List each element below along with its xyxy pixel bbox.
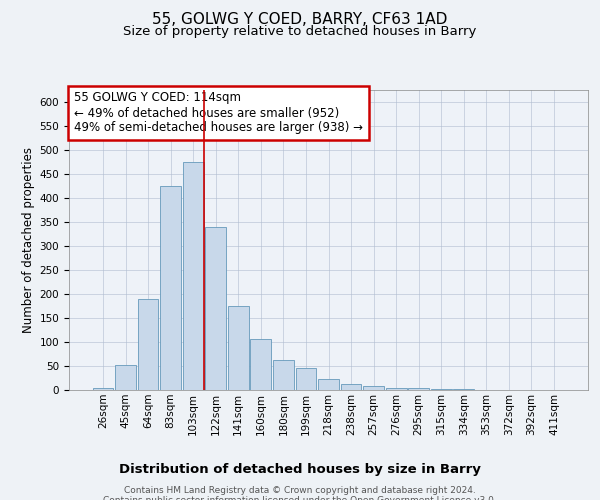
Bar — [92, 388, 113, 390]
Bar — [205, 227, 226, 390]
Text: Contains HM Land Registry data © Crown copyright and database right 2024.
Contai: Contains HM Land Registry data © Crown c… — [103, 486, 497, 500]
Bar — [115, 365, 136, 390]
Bar — [386, 388, 407, 390]
Bar — [296, 368, 316, 390]
Bar — [318, 380, 339, 390]
Bar — [409, 388, 429, 390]
Bar — [431, 388, 452, 390]
Text: 55, GOLWG Y COED, BARRY, CF63 1AD: 55, GOLWG Y COED, BARRY, CF63 1AD — [152, 12, 448, 28]
Bar — [137, 299, 158, 390]
Bar — [363, 386, 384, 390]
Bar — [183, 162, 203, 390]
Bar — [228, 306, 248, 390]
Y-axis label: Number of detached properties: Number of detached properties — [22, 147, 35, 333]
Bar — [341, 384, 361, 390]
Text: Distribution of detached houses by size in Barry: Distribution of detached houses by size … — [119, 462, 481, 475]
Bar — [160, 186, 181, 390]
Bar — [250, 338, 271, 390]
Bar — [273, 360, 294, 390]
Text: Size of property relative to detached houses in Barry: Size of property relative to detached ho… — [124, 25, 476, 38]
Bar — [454, 389, 474, 390]
Text: 55 GOLWG Y COED: 114sqm
← 49% of detached houses are smaller (952)
49% of semi-d: 55 GOLWG Y COED: 114sqm ← 49% of detache… — [74, 92, 363, 134]
